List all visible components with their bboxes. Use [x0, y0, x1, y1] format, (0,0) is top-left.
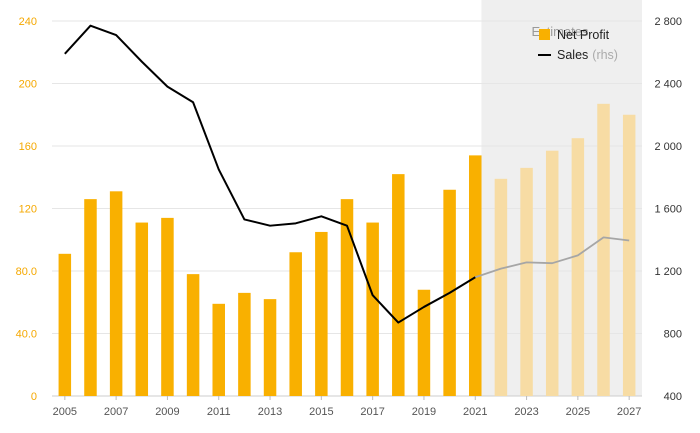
net-profit-bar [212, 303, 225, 396]
sales-actual-line [64, 24, 476, 324]
sales-estimate-line [474, 236, 630, 279]
net-profit-bar [58, 253, 72, 396]
net-profit-bar [161, 217, 174, 396]
x-tick-label: 2009 [155, 406, 179, 418]
x-tick-label: 2011 [207, 406, 231, 418]
net-profit-bar [417, 289, 431, 396]
x-tick-label: 2007 [104, 406, 128, 418]
x-tick-label: 2017 [360, 406, 384, 418]
net-profit-bar [392, 174, 405, 396]
y-left-tick-label: 160 [19, 141, 37, 153]
legend-sales-label: Sales (rhs) [557, 48, 618, 62]
net-profit-bar [545, 150, 559, 396]
y-right-tick-label: 800 [664, 329, 682, 341]
y-right-tick-label: 1 600 [654, 204, 682, 216]
net-profit-bar [571, 138, 585, 396]
y-left-tick-label: 40.0 [16, 329, 37, 341]
y-left-tick-label: 80.0 [16, 266, 37, 278]
y-right-tick-label: 1 200 [654, 266, 682, 278]
x-tick-label: 2013 [258, 406, 282, 418]
net-profit-bar [366, 222, 379, 396]
net-profit-bar [135, 222, 149, 396]
y-left-tick-label: 240 [19, 16, 37, 28]
x-tick-label: 2025 [566, 406, 590, 418]
net-profit-bar [109, 191, 123, 396]
y-left-tick-label: 200 [19, 79, 37, 91]
axes: 0 40.0 80.0 120 160 200 240 400 800 1 200 1 600 2 0… [16, 16, 682, 418]
x-tick-label: 2019 [412, 406, 436, 418]
x-tick-label: 2005 [53, 406, 77, 418]
sales-line [64, 24, 630, 324]
net-profit-bar [315, 231, 328, 396]
net-profit-bars [58, 103, 636, 396]
y-right-tick-label: 2 800 [654, 16, 682, 28]
x-tick-label: 2027 [617, 406, 641, 418]
net-profit-bar [520, 167, 533, 396]
net-profit-bar [469, 155, 482, 396]
x-tick-label: 2023 [514, 406, 538, 418]
legend: Net Profit Sales (rhs) [538, 28, 618, 62]
net-profit-bar [597, 103, 610, 396]
net-profit-bar [622, 114, 636, 396]
net-profit-bar [340, 199, 354, 396]
y-right-tick-label: 2 400 [654, 79, 682, 91]
y-left-tick-label: 120 [19, 204, 37, 216]
net-profit-bar [289, 252, 302, 396]
net-profit-bar [263, 299, 277, 396]
y-right-tick-label: 2 000 [654, 141, 682, 153]
x-tick-label: 2021 [463, 406, 487, 418]
legend-sales-suffix: (rhs) [592, 48, 618, 62]
legend-net-profit-label: Net Profit [557, 28, 610, 42]
y-right-tick-label: 400 [664, 391, 682, 403]
y-left-tick-label: 0 [31, 391, 37, 403]
net-profit-bar [238, 292, 251, 396]
x-tick-label: 2015 [309, 406, 333, 418]
net-profit-bar [84, 199, 97, 396]
net-profit-bar [494, 178, 508, 396]
legend-net-profit-swatch [539, 29, 550, 40]
net-profit-bar [186, 274, 200, 396]
estimates-region [481, 0, 642, 396]
legend-sales-name: Sales [557, 48, 588, 62]
